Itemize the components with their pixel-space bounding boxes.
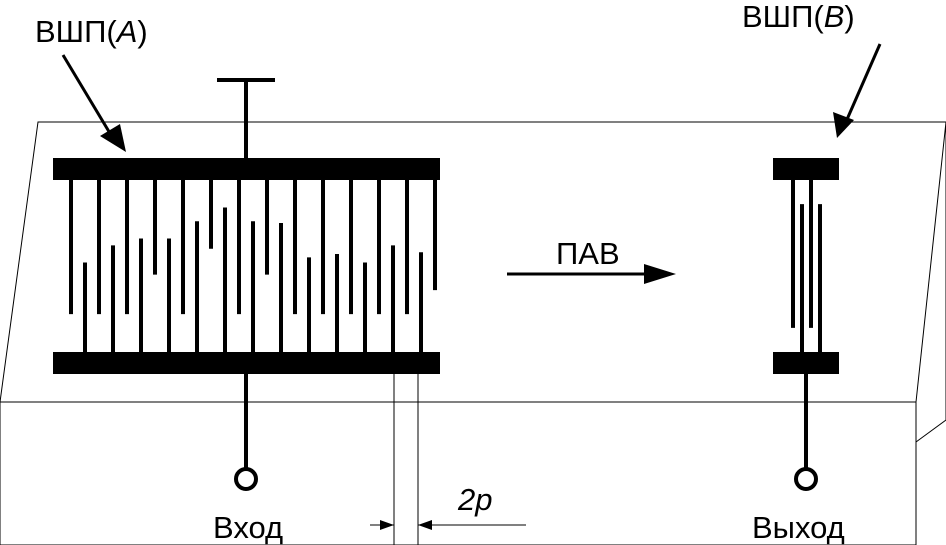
output-label: Выход (752, 510, 845, 545)
period-label: 2p (457, 482, 492, 517)
period-arrowhead-left (380, 520, 394, 530)
substrate-top-face (0, 121, 946, 403)
idt-b-top-busbar (773, 158, 839, 180)
input-terminal (217, 78, 275, 491)
output-terminal (794, 374, 818, 491)
idt-a-top-busbar (53, 158, 440, 180)
idt-a-bottom-busbar (53, 352, 440, 374)
input-terminal-circle (234, 467, 258, 491)
idt-a-finger-group (69, 180, 437, 352)
idt-a-label: ВШП(A) (35, 14, 148, 49)
period-arrowhead-right (418, 520, 432, 530)
input-label: Вход (213, 510, 283, 545)
saw-propagation-arrow (507, 264, 676, 284)
idt-a (53, 158, 440, 374)
idt-b-label: ВШП(B) (742, 0, 855, 34)
idt-b (773, 158, 839, 374)
substrate-right-bottom-edge (915, 419, 946, 443)
idt-a-pointer-arrow (61, 54, 126, 152)
output-terminal-circle (794, 467, 818, 491)
idt-b-finger-group (791, 180, 822, 352)
piezo-substrate (0, 121, 946, 545)
idt-b-bottom-busbar (773, 352, 839, 374)
idt-b-pointer-arrow (833, 43, 882, 138)
saw-label: ПАВ (556, 236, 620, 271)
period-dimension (370, 374, 526, 545)
